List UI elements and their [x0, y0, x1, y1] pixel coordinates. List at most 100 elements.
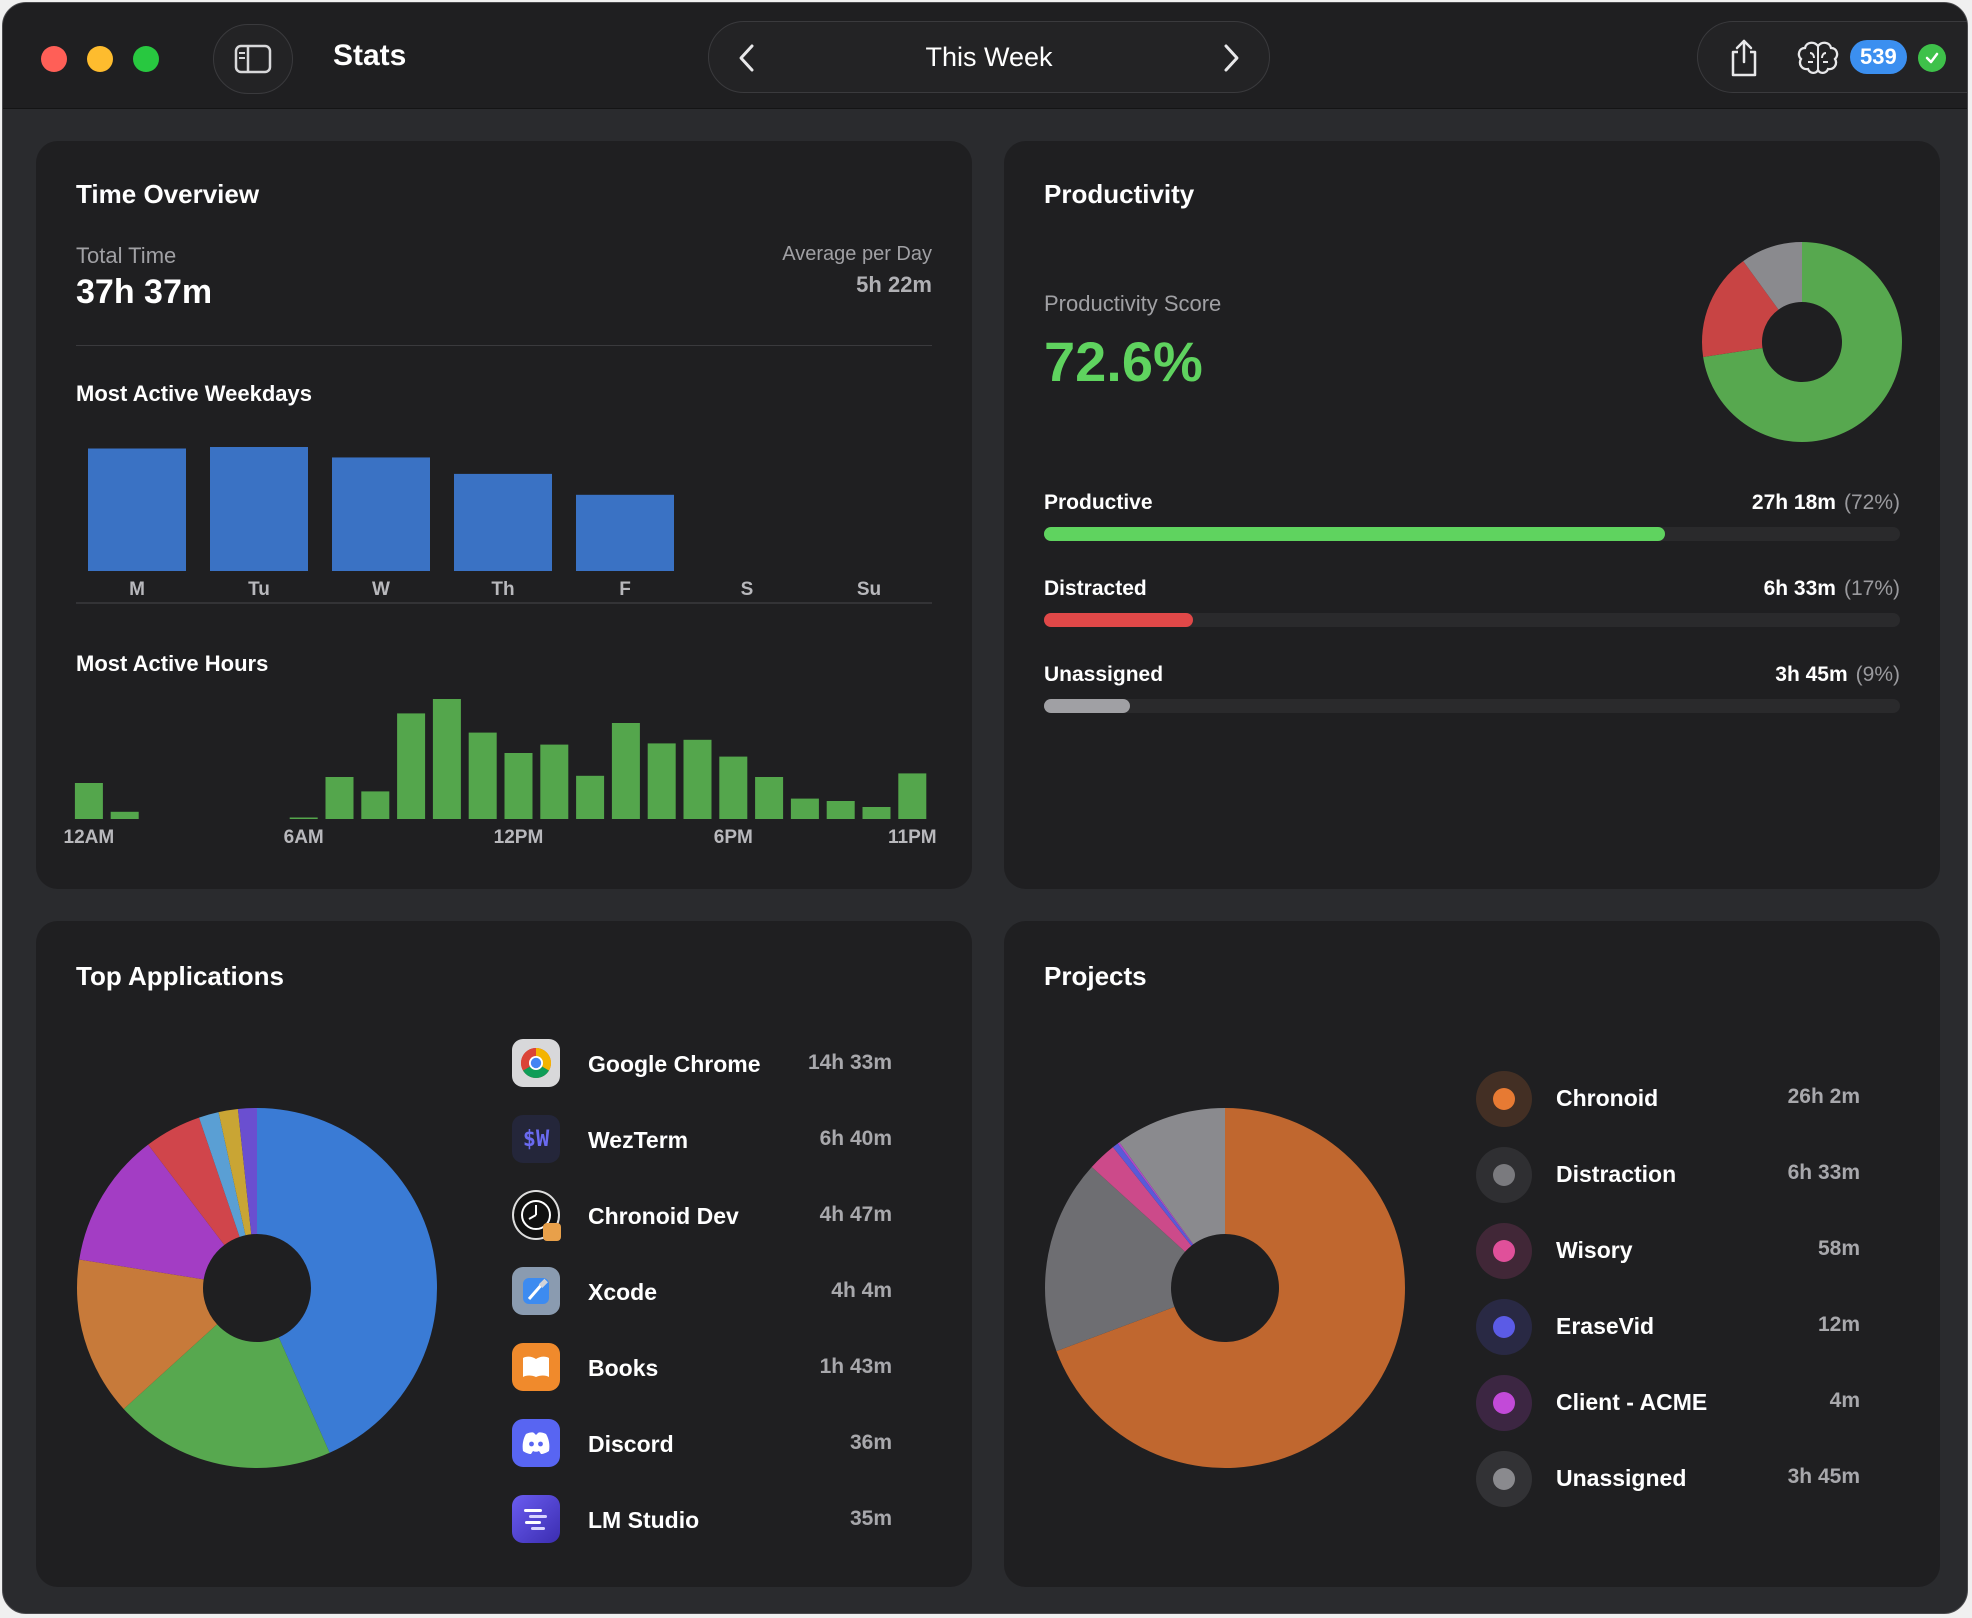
- application-slice[interactable]: [76, 1259, 218, 1409]
- application-slice[interactable]: [218, 1109, 252, 1236]
- weekday-tick-label: W: [372, 579, 390, 600]
- hour-bar[interactable]: [576, 775, 605, 819]
- previous-period-button[interactable]: [727, 38, 767, 78]
- application-slice[interactable]: [123, 1324, 330, 1468]
- hour-bar[interactable]: [898, 773, 927, 819]
- project-row[interactable]: EraseVid 12m: [1476, 1293, 1860, 1369]
- hour-tick-label: 6AM: [284, 827, 324, 848]
- application-row[interactable]: Xcode 4h 4m: [512, 1259, 892, 1335]
- lm-studio-icon: [512, 1495, 560, 1543]
- productivity-progress-bar: [1044, 699, 1900, 713]
- project-slice[interactable]: [1119, 1108, 1225, 1245]
- time-overview-card: Time Overview Total Time 37h 37m Average…: [36, 141, 972, 889]
- weekday-bar[interactable]: [454, 473, 552, 571]
- application-row[interactable]: Chronoid Dev 4h 47m: [512, 1183, 892, 1259]
- hour-bar[interactable]: [325, 777, 354, 819]
- project-slice[interactable]: [1117, 1142, 1194, 1245]
- weekday-bar[interactable]: [576, 494, 674, 571]
- weekday-tick-label: Tu: [248, 579, 270, 600]
- application-slice[interactable]: [257, 1108, 437, 1453]
- period-label[interactable]: This Week: [925, 42, 1053, 72]
- project-slice[interactable]: [1112, 1143, 1193, 1246]
- project-time: 58m: [1817, 1237, 1860, 1260]
- card-title: Projects: [1044, 961, 1147, 991]
- productivity-row-value: 27h 18m (72%): [1751, 491, 1900, 514]
- project-row[interactable]: Wisory 58m: [1476, 1217, 1860, 1293]
- productivity-score-value: 72.6%: [1044, 330, 1203, 393]
- share-button[interactable]: [1724, 38, 1764, 78]
- project-time: 6h 33m: [1787, 1161, 1860, 1184]
- application-slice[interactable]: [237, 1108, 257, 1235]
- application-name: Google Chrome: [588, 1051, 761, 1077]
- window-title: Stats: [333, 39, 407, 72]
- hour-bar[interactable]: [504, 753, 533, 819]
- weekdays-title: Most Active Weekdays: [76, 381, 312, 406]
- application-row[interactable]: $W WezTerm 6h 40m: [512, 1107, 892, 1183]
- hour-bar[interactable]: [826, 801, 855, 819]
- brain-icon: [1797, 41, 1839, 75]
- weekday-bar[interactable]: [210, 447, 308, 571]
- hour-bar[interactable]: [647, 743, 676, 819]
- hour-bar[interactable]: [540, 744, 569, 819]
- application-slice[interactable]: [79, 1144, 225, 1280]
- application-row[interactable]: Discord 36m: [512, 1411, 892, 1487]
- close-window-button[interactable]: [41, 46, 67, 72]
- application-name: WezTerm: [588, 1127, 689, 1153]
- application-row[interactable]: Google Chrome 14h 33m: [512, 1031, 892, 1107]
- hour-tick-label: 12PM: [494, 827, 544, 848]
- hour-bar[interactable]: [790, 798, 819, 819]
- hour-bar[interactable]: [683, 739, 712, 819]
- hour-bar[interactable]: [862, 807, 891, 819]
- application-name: Chronoid Dev: [588, 1203, 739, 1229]
- toggle-sidebar-button[interactable]: [213, 24, 293, 94]
- productivity-slice[interactable]: [1743, 242, 1802, 310]
- application-row[interactable]: Books 1h 43m: [512, 1335, 892, 1411]
- weekdays-bar-chart: M Tu W Th F S Su: [76, 447, 932, 604]
- hour-bar[interactable]: [289, 817, 318, 820]
- productivity-slice[interactable]: [1703, 242, 1902, 442]
- project-row[interactable]: Distraction 6h 33m: [1476, 1141, 1860, 1217]
- hour-bar[interactable]: [432, 699, 461, 819]
- productivity-row-value: 3h 45m (9%): [1775, 663, 1900, 686]
- wezterm-icon: $W: [512, 1115, 560, 1163]
- project-row[interactable]: Unassigned 3h 45m: [1476, 1445, 1860, 1521]
- hour-bar[interactable]: [397, 713, 426, 819]
- productivity-row-label: Distracted: [1044, 577, 1147, 600]
- hour-bar[interactable]: [110, 811, 139, 819]
- minimize-window-button[interactable]: [87, 46, 113, 72]
- hour-bar[interactable]: [361, 791, 390, 819]
- project-slice[interactable]: [1056, 1108, 1405, 1468]
- productivity-slice[interactable]: [1702, 261, 1779, 358]
- project-row[interactable]: Client - ACME 4m: [1476, 1369, 1860, 1445]
- progress-fill: [1044, 527, 1666, 541]
- hour-bar[interactable]: [611, 723, 640, 819]
- project-slice[interactable]: [1045, 1166, 1186, 1352]
- weekday-bar[interactable]: [332, 457, 430, 571]
- project-color-dot: [1476, 1451, 1532, 1507]
- applications-list: Google Chrome 14h 33m $W WezTerm 6h 40m Chron…: [512, 1031, 892, 1571]
- total-time-value: 37h 37m: [76, 273, 213, 311]
- zoom-window-button[interactable]: [133, 46, 159, 72]
- hour-bar[interactable]: [74, 783, 103, 819]
- next-period-button[interactable]: [1211, 38, 1251, 78]
- project-name: EraseVid: [1556, 1313, 1655, 1339]
- project-row[interactable]: Chronoid 26h 2m: [1476, 1065, 1860, 1141]
- hour-bar[interactable]: [468, 732, 497, 819]
- application-time: 4h 4m: [831, 1279, 892, 1302]
- card-title: Time Overview: [76, 179, 260, 209]
- project-slice[interactable]: [1091, 1147, 1192, 1252]
- application-time: 35m: [849, 1507, 892, 1530]
- hour-bar[interactable]: [755, 777, 784, 819]
- weekday-bar[interactable]: [88, 448, 186, 571]
- application-time: 14h 33m: [807, 1051, 892, 1074]
- application-row[interactable]: LM Studio 35m: [512, 1487, 892, 1563]
- top-applications-card: Top Applications Google Chrome 14h 33m $W W…: [36, 921, 972, 1587]
- ai-assistant-button[interactable]: [1796, 38, 1840, 78]
- productivity-row-label: Productive: [1044, 491, 1153, 514]
- hour-tick-label: 6PM: [714, 827, 753, 848]
- progress-fill: [1044, 613, 1193, 627]
- application-slice[interactable]: [148, 1117, 240, 1245]
- application-slice[interactable]: [199, 1112, 246, 1237]
- hour-bar[interactable]: [719, 756, 748, 819]
